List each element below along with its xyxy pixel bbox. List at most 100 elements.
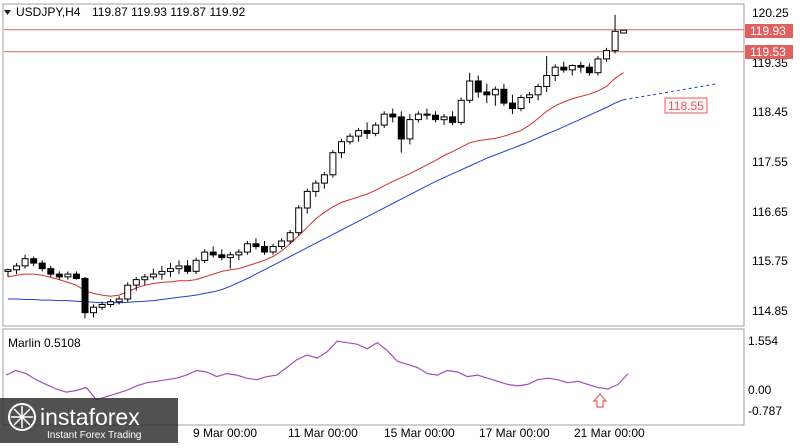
candle-body [414,113,422,121]
candle-body [338,141,345,154]
watermark-tagline: Instant Forex Trading [47,430,142,441]
candle-body [243,243,251,253]
candle-body [551,66,559,76]
marlin-line [5,340,629,401]
candle-body [603,50,610,60]
candle-body [363,130,371,134]
up-arrow-signal-icon [592,393,608,408]
candle-body [474,80,482,93]
triangle-down-icon[interactable] [4,10,11,15]
watermark-brand: instaforex [40,404,140,430]
candle-body [568,65,576,71]
price-tick: 115.75 [752,254,788,268]
marlin-indicator [5,340,629,401]
candle-body [201,251,209,261]
candle-body [577,65,585,68]
candle-body [491,88,499,96]
candle-body [261,246,268,253]
candle-body [372,124,380,134]
price-tick: 117.55 [752,155,788,169]
candle-body [72,273,80,280]
candle-body [132,279,140,286]
candle-body [98,304,106,308]
candle-body [329,152,337,176]
level-label: 119.93 [750,24,786,38]
candle-body [252,243,260,248]
target-box [664,97,708,114]
time-axis: 9 Mar 00:00 11 Mar 00:00 15 Mar 00:00 17… [193,426,645,440]
price-tick: 118.45 [752,105,788,119]
level-label-bg [745,45,793,59]
indicator-name: Marlin 0.5108 [8,336,81,350]
candle-body [269,246,277,253]
target-label: 118.55 [668,99,704,113]
candle-body [312,182,320,192]
price-tick: 119.35 [752,56,788,70]
candle-body [543,75,551,87]
candle-body [64,273,72,278]
ma-fast-line [7,72,624,297]
candle-body [346,135,354,143]
candles [4,14,628,319]
candle-body [355,130,363,137]
candle-body [286,232,294,242]
candle-body [21,258,29,267]
candle-body [397,116,405,140]
candle-body [55,273,63,278]
candle-body [226,254,234,259]
candle-body [500,88,508,104]
candle-body [107,301,115,306]
candle-body [175,265,183,270]
candle-body [585,66,593,74]
candle-body [30,258,38,264]
candle-body [13,265,21,271]
price-axis: 120.25 119.35 118.45 117.55 116.65 115.7… [752,6,789,318]
candle-body [218,254,226,259]
candle-body [457,99,465,123]
time-tick: 15 Mar 00:00 [384,426,455,440]
candle-body [81,278,89,314]
candle-body [380,113,388,126]
candle-body [124,284,132,300]
indicator-tick: 0.00 [748,383,772,397]
symbol-label: USDJPY,H4 [16,5,81,19]
price-tick: 120.25 [752,6,789,20]
candle-body [620,29,628,34]
candle-body [509,102,516,110]
level-label-bg [745,24,793,38]
price-tick: 116.65 [752,205,788,219]
candle-body [38,262,46,270]
candle-body [47,268,55,275]
candle-body [209,251,217,256]
candle-body [466,80,474,101]
candle-body [320,174,328,184]
level-label: 119.53 [750,45,786,59]
candle-body [406,119,414,140]
indicator-tick: -0.787 [748,404,782,418]
ma-slow-projection [623,83,718,101]
time-tick: 11 Mar 00:00 [288,426,358,440]
candle-body [389,113,397,118]
time-tick: 21 Mar 00:00 [574,426,645,440]
indicator-tick: 1.554 [748,334,778,348]
instaforex-watermark: instaforex Instant Forex Trading [0,398,178,443]
candle-body [184,265,192,272]
candle-body [167,268,174,272]
candle-body [449,116,457,123]
time-tick: 9 Mar 00:00 [193,426,257,440]
candle-body [90,306,97,314]
candle-body [526,94,534,99]
candle-body [115,298,123,303]
instaforex-logo-icon [8,403,36,431]
candle-body [432,114,439,121]
candle-body [158,270,166,275]
ohlc-readout: 119.87 119.93 119.87 119.92 [92,5,246,19]
candle-body [534,86,542,96]
candle-body [235,251,243,256]
candle-body [278,240,286,247]
candle-body [192,259,200,272]
time-tick: 17 Mar 00:00 [479,426,550,440]
candle-body [149,273,157,278]
